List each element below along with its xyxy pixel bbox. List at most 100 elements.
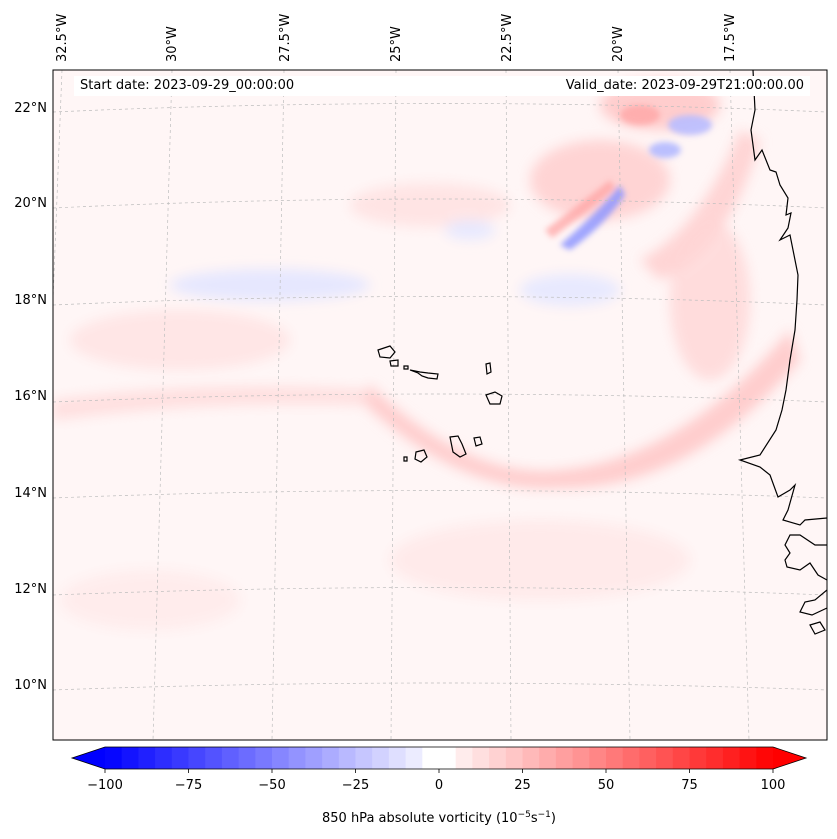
latitude-labels: 22°N 20°N 18°N 16°N 14°N 12°N 10°N <box>14 101 47 693</box>
gridline-lon-27-5 <box>271 70 285 740</box>
colorbar-cell <box>205 747 223 769</box>
gridlines <box>53 70 827 740</box>
coastline <box>737 70 827 635</box>
colorbar-cell <box>388 747 406 769</box>
gridline-lat-10 <box>53 682 827 691</box>
colorbar-unit-exp2: −1 <box>538 810 551 820</box>
vorticity-band-west <box>53 386 370 420</box>
island-brava <box>403 456 408 462</box>
vorticity-blue-center <box>520 274 620 306</box>
colorbar-cell <box>188 747 206 769</box>
gridline-lat-22 <box>53 103 827 113</box>
gridline-lat-18 <box>53 296 827 306</box>
lat-label-18n: 18°N <box>14 293 47 308</box>
colorbar-cell <box>589 747 607 769</box>
colorbar-cell <box>739 747 757 769</box>
colorbar-cell <box>472 747 490 769</box>
colorbar-tick-label: −100 <box>87 778 123 793</box>
colorbar-cell <box>338 747 356 769</box>
colorbar-cell <box>656 747 674 769</box>
colorbar-cell <box>639 747 657 769</box>
gridline-lat-20 <box>53 198 827 209</box>
colorbar-tick-label: 50 <box>598 778 615 793</box>
island-sao-vicente <box>389 359 399 367</box>
lat-label-14n: 14°N <box>14 486 47 501</box>
colorbar-cell <box>322 747 340 769</box>
longitude-labels: 32.5°W 30°W 27.5°W 25°W 22.5°W 20°W 17.5… <box>55 14 738 62</box>
colorbar-tick-label: −50 <box>258 778 285 793</box>
lon-label-22-5w: 22.5°W <box>500 14 515 62</box>
vorticity-blue-mid <box>445 220 495 240</box>
island-santiago <box>449 435 467 458</box>
colorbar-tick-label: 25 <box>514 778 531 793</box>
vorticity-blue-streak <box>560 185 625 250</box>
vorticity-band-arc <box>360 330 800 489</box>
colorbar-extend-max <box>773 747 806 769</box>
lon-label-25w: 25°W <box>389 26 404 62</box>
colorbar-cell <box>555 747 573 769</box>
vorticity-blue-north <box>668 115 712 135</box>
colorbar-tick-label: −75 <box>175 778 202 793</box>
colorbar-cell <box>138 747 156 769</box>
colorbar-unit-exp1: −5 <box>518 810 531 820</box>
gridline-lon-25 <box>390 70 397 740</box>
island-boa-vista <box>485 391 503 405</box>
colorbar-label: 850 hPa absolute vorticity (10−5s−1) <box>322 810 556 826</box>
colorbar-cell <box>455 747 473 769</box>
vorticity-coast-red <box>670 220 750 380</box>
island-santo-antao <box>377 345 396 359</box>
colorbar-cell <box>155 747 173 769</box>
island-santa-luzia <box>403 365 409 370</box>
colorbar-cells <box>105 747 774 769</box>
island-sal <box>485 362 492 375</box>
lon-label-27-5w: 27.5°W <box>278 14 293 62</box>
lon-label-30w: 30°W <box>165 26 180 62</box>
gridline-lon-32-5 <box>53 70 63 301</box>
lon-label-32-5w: 32.5°W <box>55 14 70 62</box>
africa-islands-south <box>799 589 827 635</box>
colorbar-cell <box>272 747 290 769</box>
colorbar-cell <box>171 747 189 769</box>
cape-verde-islands <box>377 345 503 463</box>
lat-label-12n: 12°N <box>14 582 47 597</box>
colorbar-cell <box>372 747 390 769</box>
map-frame <box>52 69 828 741</box>
colorbar-cell <box>255 747 273 769</box>
colorbar-cell <box>689 747 707 769</box>
africa-coastline <box>737 70 827 526</box>
vorticity-red-north <box>620 105 660 125</box>
vorticity-north-red-2 <box>350 183 510 227</box>
vorticity-strong-cores <box>545 105 712 250</box>
colorbar-cell <box>606 747 624 769</box>
vorticity-blue-north-2 <box>649 142 681 158</box>
colorbar-tick-label: −25 <box>342 778 369 793</box>
lat-label-16n: 16°N <box>14 389 47 404</box>
colorbar-cell <box>505 747 523 769</box>
colorbar-cell <box>105 747 123 769</box>
vorticity-southwest-red <box>60 570 240 630</box>
vorticity-south-red <box>390 520 690 600</box>
island-maio <box>473 436 483 447</box>
colorbar-cell <box>221 747 239 769</box>
colorbar-extend-min <box>72 747 105 769</box>
lat-label-22n: 22°N <box>14 101 47 116</box>
vorticity-west-red <box>70 310 290 370</box>
colorbar-ticks: −100 −75 −50 −25 0 25 50 75 100 <box>87 769 785 793</box>
lat-label-20n: 20°N <box>14 196 47 211</box>
colorbar-cell <box>355 747 373 769</box>
colorbar-unit-s: s <box>531 811 538 826</box>
gridline-lat-16 <box>53 393 827 403</box>
colorbar-cell <box>121 747 139 769</box>
valid-date-annotation: Valid_date: 2023-09-29T21:00:00.00 <box>300 76 810 96</box>
gridline-lon-22-5 <box>505 70 512 740</box>
start-date-annotation: Start date: 2023-09-29_00:00:00 <box>74 76 301 96</box>
africa-coastline-south <box>784 534 827 581</box>
colorbar-cell <box>539 747 557 769</box>
colorbar-tick-label: 100 <box>761 778 786 793</box>
colorbar-cell <box>522 747 540 769</box>
colorbar-cell <box>622 747 640 769</box>
colorbar-cell <box>439 747 457 769</box>
colorbar-label-text: 850 hPa absolute vorticity (10 <box>322 811 518 826</box>
island-sao-nicolau <box>409 369 439 380</box>
colorbar-cell <box>706 747 724 769</box>
